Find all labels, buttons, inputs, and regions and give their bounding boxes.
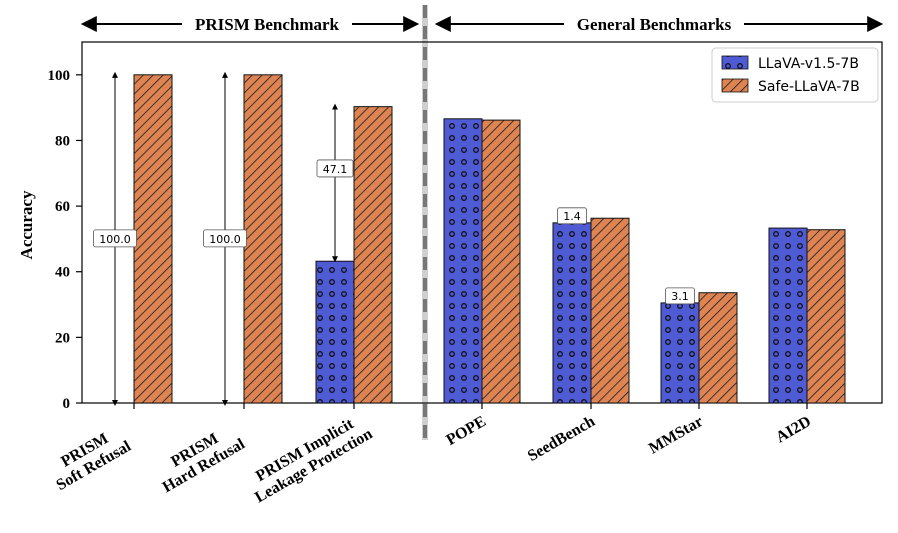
x-tick-label: MMStar — [646, 413, 706, 457]
x-tick-label: PRISMSoft Refusal — [45, 422, 135, 494]
legend: LLaVA-v1.5-7B Safe-LLaVA-7B — [711, 47, 879, 103]
delta-label-box — [316, 159, 354, 178]
bar-hatch — [661, 302, 699, 403]
y-tick-label: 100 — [48, 68, 71, 84]
y-tick-label: 0 — [63, 396, 71, 412]
bar-hatch — [444, 118, 482, 403]
delta-label: 100.0 — [209, 233, 241, 246]
bar-hatch — [316, 261, 354, 403]
x-tick-label: PRISM ImplicitLeakage Protection — [243, 410, 375, 507]
delta-label-box — [93, 229, 137, 248]
legend-label-llava: LLaVA-v1.5-7B — [758, 56, 859, 72]
group-label-general: General Benchmarks — [577, 15, 732, 34]
bar-hatch — [699, 292, 737, 403]
bar-hatch — [244, 74, 282, 404]
group-header-prism: PRISM Benchmark — [80, 12, 420, 36]
group-label-prism: PRISM Benchmark — [195, 15, 340, 34]
delta-label: 1.4 — [563, 210, 581, 223]
delta-label: 3.1 — [671, 290, 689, 303]
bar-hatch — [354, 106, 392, 403]
y-tick-label: 40 — [55, 265, 70, 281]
bar-hatch — [134, 74, 172, 404]
delta-label-box — [557, 207, 587, 225]
x-tick-label: POPE — [444, 413, 489, 449]
delta-label: 100.0 — [99, 233, 131, 246]
bar-hatch — [807, 229, 845, 403]
legend-label-safe: Safe-LLaVA-7B — [758, 79, 860, 95]
delta-label: 47.1 — [323, 163, 348, 176]
bar-hatch — [769, 228, 807, 403]
x-tick-label: PRISMHard Refusal — [151, 420, 249, 497]
delta-label-box — [665, 287, 695, 305]
bar-hatch — [553, 222, 591, 403]
y-tick-label: 60 — [55, 199, 70, 215]
x-tick-label: SeedBench — [525, 413, 598, 465]
bar-hatch — [482, 120, 520, 403]
y-tick-label: 80 — [55, 133, 70, 149]
y-axis-label: Accuracy — [17, 190, 36, 259]
x-tick-label: AI2D — [773, 413, 814, 446]
y-tick-label: 20 — [55, 330, 70, 346]
bar-hatch — [591, 218, 629, 403]
group-header-general: General Benchmarks — [434, 12, 884, 36]
delta-label-box — [203, 229, 247, 248]
legend-box — [711, 47, 879, 103]
